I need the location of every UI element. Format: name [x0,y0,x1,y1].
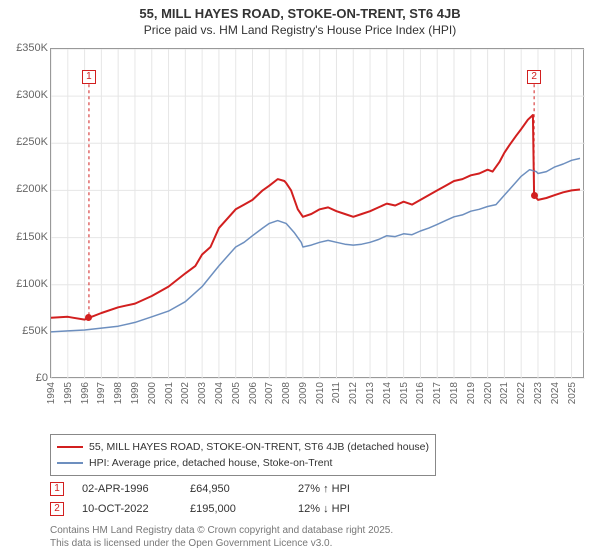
x-axis-label: 2012 [348,382,359,404]
legend-row-property: 55, MILL HAYES ROAD, STOKE-ON-TRENT, ST6… [57,439,429,455]
x-axis-label: 2021 [499,382,510,404]
y-axis-label: £50K [10,325,48,337]
x-axis-label: 2015 [399,382,410,404]
legend-swatch-hpi [57,462,83,464]
x-axis-label: 1994 [46,382,57,404]
chart-title-line2: Price paid vs. HM Land Registry's House … [0,23,600,37]
transaction-date-2: 10-OCT-2022 [82,503,172,515]
transaction-delta-1: 27% ↑ HPI [298,483,388,495]
legend-label-hpi: HPI: Average price, detached house, Stok… [89,455,332,471]
footer-line2: This data is licensed under the Open Gov… [50,537,584,550]
transaction-price-1: £64,950 [190,483,280,495]
x-axis-label: 2006 [248,382,259,404]
legend-swatch-property [57,446,83,448]
transaction-date-1: 02-APR-1996 [82,483,172,495]
legend-row-hpi: HPI: Average price, detached house, Stok… [57,455,429,471]
x-axis-label: 2010 [315,382,326,404]
y-axis-label: £350K [10,42,48,54]
transaction-marker-1: 1 [50,482,64,496]
sale-marker-box-1: 1 [82,70,96,84]
x-axis-label: 2018 [449,382,460,404]
x-axis-label: 2003 [197,382,208,404]
x-axis-label: 2023 [533,382,544,404]
x-axis-label: 2014 [382,382,393,404]
chart-title-line1: 55, MILL HAYES ROAD, STOKE-ON-TRENT, ST6… [0,6,600,21]
y-axis-label: £100K [10,278,48,290]
transaction-delta-2: 12% ↓ HPI [298,503,388,515]
x-axis-label: 2011 [331,382,342,404]
x-axis-label: 2022 [516,382,527,404]
x-axis-label: 1997 [96,382,107,404]
transaction-marker-2: 2 [50,502,64,516]
x-axis-label: 2008 [281,382,292,404]
plot-area: 12 [50,48,584,378]
y-axis-label: £150K [10,231,48,243]
x-axis-label: 2024 [550,382,561,404]
x-axis-label: 2016 [415,382,426,404]
y-axis-label: £0 [10,372,48,384]
x-axis-label: 2004 [214,382,225,404]
footer-line1: Contains HM Land Registry data © Crown c… [50,524,584,537]
line-chart-svg [51,49,585,379]
x-axis-label: 2007 [264,382,275,404]
sale-marker-box-2: 2 [527,70,541,84]
x-axis-label: 2009 [298,382,309,404]
x-axis-label: 1998 [113,382,124,404]
x-axis-label: 1995 [63,382,74,404]
y-axis-label: £300K [10,89,48,101]
x-axis-label: 1996 [80,382,91,404]
x-axis-label: 2001 [164,382,175,404]
x-axis-label: 2002 [180,382,191,404]
series-hpi [51,158,580,332]
x-axis-label: 2005 [231,382,242,404]
y-axis-label: £250K [10,136,48,148]
x-axis-label: 2019 [466,382,477,404]
footer-attribution: Contains HM Land Registry data © Crown c… [50,524,584,550]
x-axis-label: 2017 [432,382,443,404]
y-axis-label: £200K [10,183,48,195]
series-property [51,115,580,320]
x-axis-label: 2000 [147,382,158,404]
legend-label-property: 55, MILL HAYES ROAD, STOKE-ON-TRENT, ST6… [89,439,429,455]
x-axis-label: 2025 [567,382,578,404]
chart-area: 12 £0£50K£100K£150K£200K£250K£300K£350K1… [10,48,590,400]
x-axis-label: 2020 [483,382,494,404]
transaction-row-2: 2 10-OCT-2022 £195,000 12% ↓ HPI [50,502,584,516]
transaction-price-2: £195,000 [190,503,280,515]
sale-marker-dot-2 [531,192,538,199]
x-axis-label: 2013 [365,382,376,404]
x-axis-label: 1999 [130,382,141,404]
transaction-row-1: 1 02-APR-1996 £64,950 27% ↑ HPI [50,482,584,496]
legend: 55, MILL HAYES ROAD, STOKE-ON-TRENT, ST6… [50,434,436,476]
